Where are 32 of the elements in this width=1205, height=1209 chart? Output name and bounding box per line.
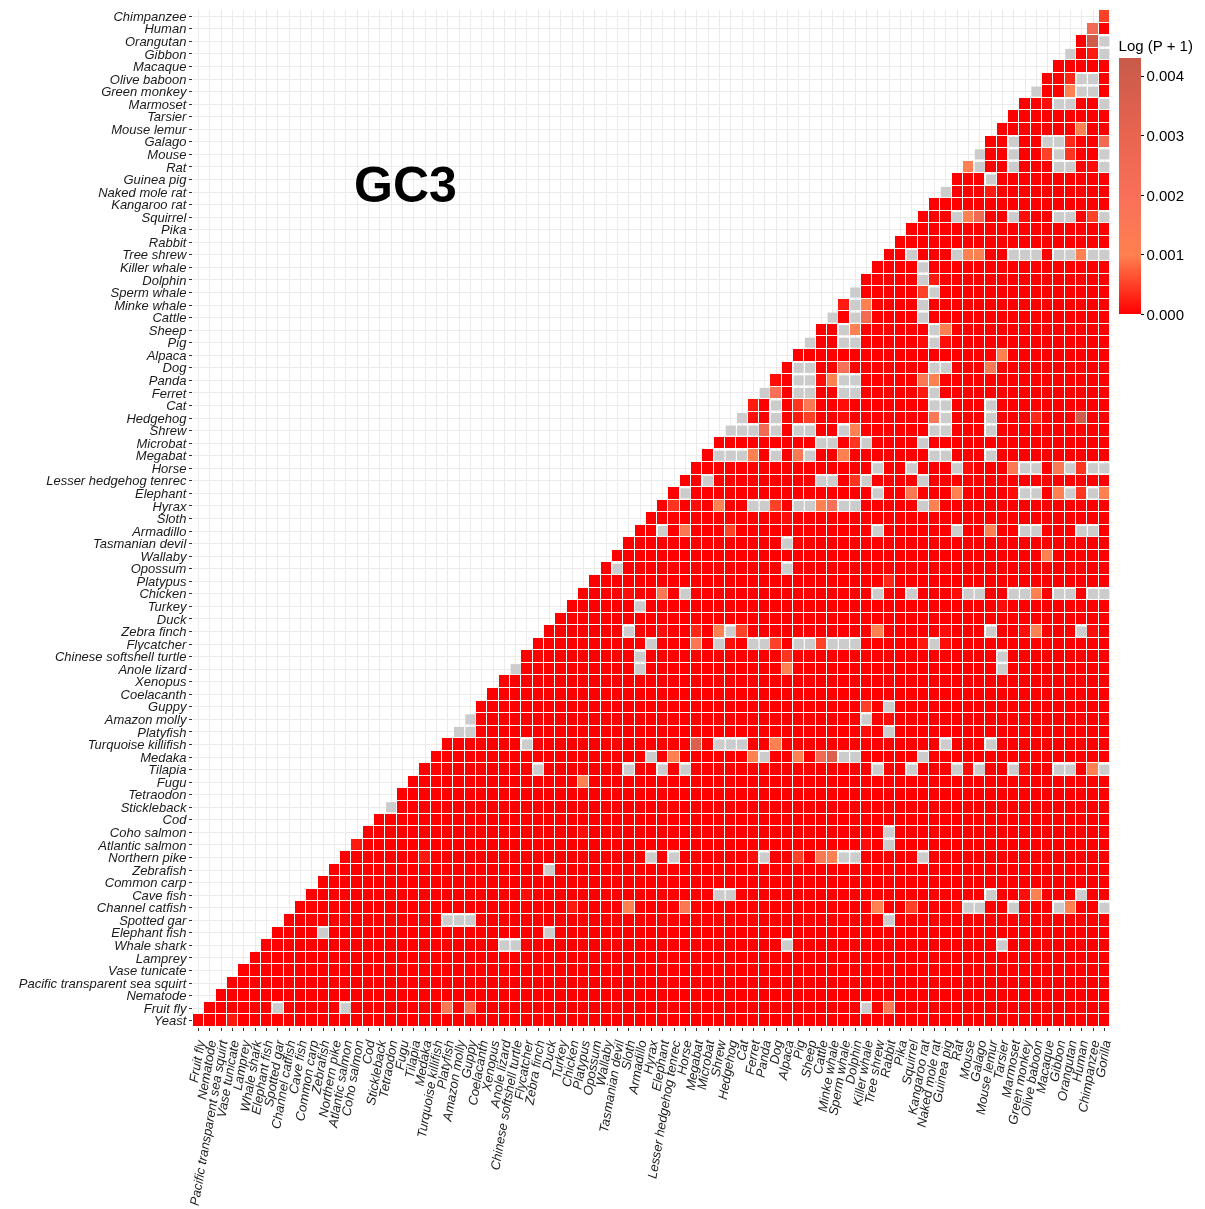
y-tick-label: Microbat (136, 435, 188, 451)
y-tick-label: Ferret (151, 385, 188, 401)
color-bar-label: 0.000 (1146, 305, 1185, 323)
y-tick-label: Dog (162, 360, 188, 376)
y-tick-label: Chimpanzee (113, 8, 187, 24)
y-tick-label: Xenopus (134, 674, 187, 690)
y-tick-label: Atlantic salmon (97, 837, 187, 853)
color-bar-label: 0.001 (1146, 246, 1185, 264)
y-tick-label: Macaque (132, 59, 187, 75)
y-tick-label: Armadillo (131, 523, 187, 539)
y-tick-label: Common carp (104, 875, 187, 891)
y-tick-label: Northern pike (108, 850, 187, 866)
y-tick-label: Cat (166, 398, 188, 414)
y-tick-label: Stickleback (120, 799, 188, 815)
annotation: GC3 (354, 157, 457, 213)
color-bar-title: Log (P + 1) (1118, 36, 1193, 54)
y-tick-label: Dolphin (142, 272, 187, 288)
y-tick-label: Pacific transparent sea squirt (18, 975, 188, 991)
y-tick-label: Green monkey (101, 84, 188, 100)
y-tick-label: Anole lizard (117, 661, 188, 677)
y-tick-label: Tilapia (148, 762, 187, 778)
y-tick-label: Galago (144, 134, 187, 150)
y-tick-label: Medaka (140, 749, 187, 765)
color-bar-label: 0.004 (1146, 67, 1185, 85)
y-tick-label: Turkey (147, 598, 188, 614)
color-bar-label: 0.002 (1146, 186, 1185, 204)
y-tick-label: Rat (166, 159, 188, 175)
y-tick-label: Megabat (135, 448, 188, 464)
y-tick-label: Lamprey (135, 950, 188, 966)
y-tick-label: Guppy (148, 699, 188, 715)
y-tick-label: Fruit fly (143, 1000, 188, 1016)
color-bar-label: 0.003 (1146, 127, 1185, 145)
